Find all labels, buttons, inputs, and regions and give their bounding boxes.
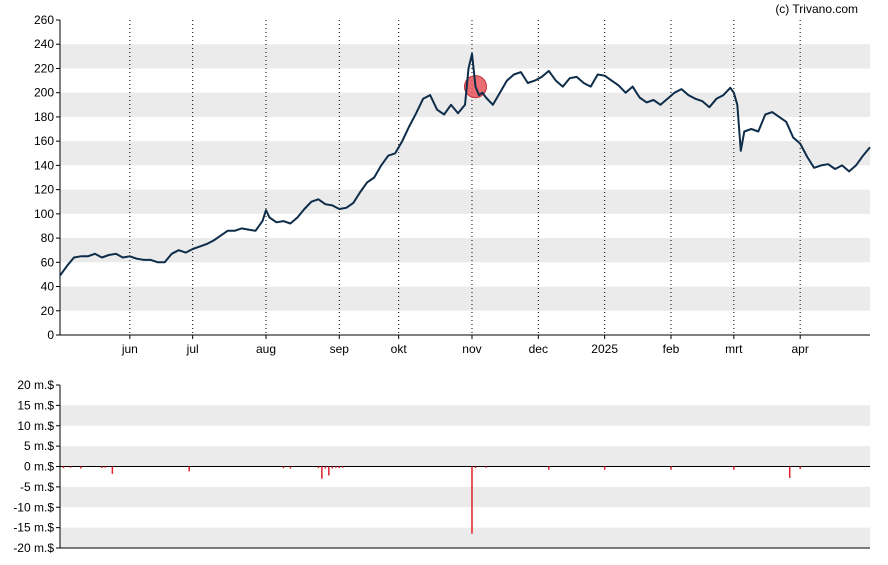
price-x-tick-label: apr [792, 342, 809, 356]
price-band [60, 44, 870, 69]
price-x-tick-label: aug [256, 342, 276, 356]
price-x-tick-labels: jun jul aug sep okt nov dec 2025 feb mrt apr [121, 342, 809, 356]
price-y-tick-label: 40 [41, 280, 55, 294]
volume-panel: -20 m.$ -15 m.$ -10 m.$ -5 m.$ 0 m.$ 5 m.$ 10 … [13, 378, 870, 555]
price-x-tick-label: mrt [725, 342, 743, 356]
volume-y-tick-label: 20 m.$ [17, 378, 54, 392]
volume-axis [56, 384, 870, 549]
volume-bar [603, 466, 606, 470]
volume-y-tick-label: 5 m.$ [24, 439, 54, 453]
volume-bar [62, 466, 65, 469]
volume-y-tick-label: -5 m.$ [20, 480, 54, 494]
price-x-tick-label: okt [391, 342, 408, 356]
price-y-tick-label: 120 [34, 183, 54, 197]
volume-bar [324, 466, 327, 469]
price-y-tick-label: 180 [34, 110, 54, 124]
price-band [60, 189, 870, 214]
price-series [59, 52, 871, 277]
volume-bar [321, 466, 323, 479]
price-x-tick-label: feb [663, 342, 680, 356]
volume-bar [474, 466, 477, 469]
volume-bar [80, 466, 82, 469]
price-x-tick-label: nov [462, 342, 481, 356]
price-x-tick-label: jun [121, 342, 138, 356]
volume-y-tick-label: -20 m.$ [13, 541, 54, 555]
volume-band [60, 527, 870, 548]
volume-bar [342, 466, 344, 468]
volume-bar [335, 466, 337, 468]
price-axis [56, 19, 870, 339]
price-y-tick-label: 160 [34, 134, 54, 148]
volume-bar [101, 466, 103, 469]
price-y-tick-label: 140 [34, 158, 54, 172]
volume-y-tick-labels: -20 m.$ -15 m.$ -10 m.$ -5 m.$ 0 m.$ 5 m.$ 10 … [13, 378, 54, 555]
volume-bar [799, 466, 801, 469]
volume-y-tick-label: 10 m.$ [17, 419, 54, 433]
volume-y-tick-label: -10 m.$ [13, 500, 54, 514]
volume-y-tick-label: 0 m.$ [24, 460, 54, 474]
volume-bar [331, 466, 334, 469]
volume-band [60, 405, 870, 426]
price-y-tick-label: 100 [34, 207, 54, 221]
volume-bar [670, 466, 672, 470]
price-x-tick-label: jul [186, 342, 199, 356]
price-band [60, 238, 870, 263]
volume-bar [317, 466, 320, 469]
price-y-tick-label: 20 [41, 304, 55, 318]
price-x-tick-label: sep [330, 342, 350, 356]
price-x-tick-label: dec [529, 342, 548, 356]
volume-y-tick-label: -15 m.$ [13, 521, 54, 535]
volume-bar [69, 466, 72, 468]
price-y-tick-label: 0 [47, 328, 54, 342]
price-band [60, 141, 870, 166]
price-line [59, 52, 871, 277]
price-y-tick-label: 240 [34, 37, 54, 51]
price-vertical-grid [129, 20, 801, 335]
volume-bar [338, 466, 341, 469]
volume-bar [188, 466, 190, 472]
price-x-tick-label: 2025 [591, 342, 618, 356]
volume-bar [282, 466, 285, 469]
price-band [60, 286, 870, 311]
price-y-tick-label: 220 [34, 61, 54, 75]
volume-bar [485, 466, 487, 468]
volume-bar [328, 466, 330, 476]
volume-y-tick-label: 15 m.$ [17, 398, 54, 412]
price-y-tick-label: 260 [34, 13, 54, 27]
volume-bar [104, 466, 107, 468]
price-y-tick-label: 200 [34, 86, 54, 100]
price-y-tick-labels: 0 20 40 60 80 100 120 140 160 180 200 220 240 260 [34, 13, 54, 342]
price-y-tick-label: 80 [41, 231, 55, 245]
volume-bands [60, 405, 870, 548]
volume-bar [788, 466, 791, 478]
volume-bar [548, 466, 550, 470]
volume-band [60, 486, 870, 508]
volume-bar [289, 466, 292, 469]
credit-label: (c) Trivano.com [775, 2, 858, 16]
volume-bar [111, 466, 114, 474]
volume-bar [733, 466, 735, 470]
volume-bar [471, 466, 473, 534]
volume-bars [62, 466, 801, 534]
price-y-tick-label: 60 [41, 255, 55, 269]
volume-band [60, 446, 870, 467]
price-panel: 0 20 40 60 80 100 120 140 160 180 200 220 240 260 jun… [34, 13, 871, 356]
